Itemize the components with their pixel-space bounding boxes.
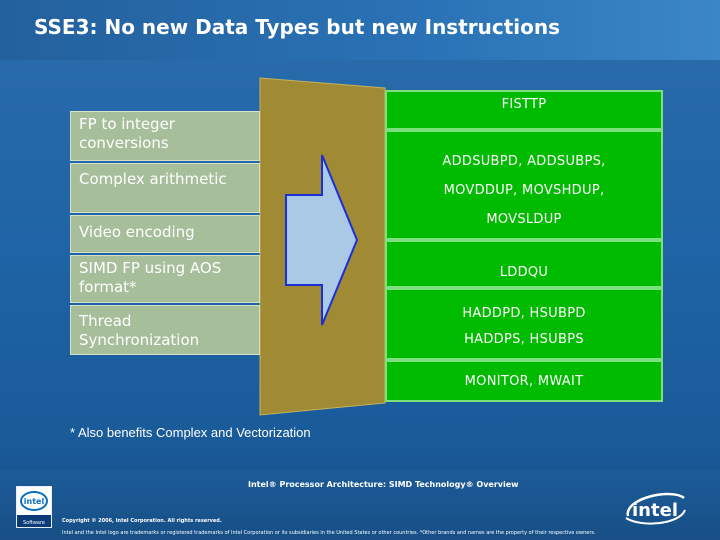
instruction-panel: FISTTP ADDSUBPD, ADDSUBPS, MOVDDUP, MOVS… (385, 90, 663, 402)
category-label: SIMD FP using AOS format* (79, 259, 222, 296)
instruction-label: MONITOR, MWAIT (464, 374, 584, 389)
footer-title: Intel® Processor Architecture: SIMD Tech… (248, 480, 519, 489)
footer-bar (0, 470, 720, 540)
instruction-box-lddqu: LDDQU (385, 240, 663, 288)
disclaimer-text: Intel and the Intel logo are trademarks … (62, 530, 596, 536)
category-thread-sync: Thread Synchronization (70, 305, 260, 355)
intel-software-logo: intel Software (16, 486, 52, 528)
category-simd-fp-aos: SIMD FP using AOS format* (70, 255, 260, 303)
category-label: Thread Synchronization (79, 312, 200, 349)
copyright-text: Copyright © 2006, Intel Corporation. All… (62, 518, 222, 524)
instruction-label: HADDPS, HSUBPS (464, 332, 584, 347)
slide-title: SSE3: No new Data Types but new Instruct… (34, 15, 561, 39)
instruction-box-horizontal: HADDPD, HSUBPD HADDPS, HSUBPS (385, 288, 663, 360)
category-video-encoding: Video encoding (70, 215, 260, 253)
intel-logo: intel (625, 492, 686, 525)
instruction-box-fisttp: FISTTP (385, 90, 663, 130)
category-complex-arithmetic: Complex arithmetic (70, 163, 260, 213)
category-fp-to-integer: FP to integer conversions (70, 111, 260, 161)
category-label: FP to integer conversions (79, 115, 175, 152)
category-label: Video encoding (79, 223, 195, 241)
title-bar (0, 0, 720, 60)
logo-big-text: intel (632, 500, 678, 521)
category-label: Complex arithmetic (79, 170, 227, 188)
instruction-label: LDDQU (499, 265, 549, 280)
footnote: * Also benefits Complex and Vectorizatio… (70, 425, 311, 440)
logo-small-subtext: Software (23, 520, 45, 526)
right-arrow-icon (285, 154, 359, 326)
logo-small-text: intel (24, 497, 45, 506)
instruction-box-monitor: MONITOR, MWAIT (385, 360, 663, 402)
instruction-box-complex: ADDSUBPD, ADDSUBPS, MOVDDUP, MOVSHDUP, M… (385, 130, 663, 240)
instruction-label: ADDSUBPD, ADDSUBPS, (442, 154, 606, 169)
instruction-label: HADDPD, HSUBPD (462, 306, 586, 321)
instruction-label: MOVSLDUP (486, 212, 562, 227)
instruction-label: MOVDDUP, MOVSHDUP, (443, 183, 605, 198)
instruction-label: FISTTP (501, 97, 547, 112)
